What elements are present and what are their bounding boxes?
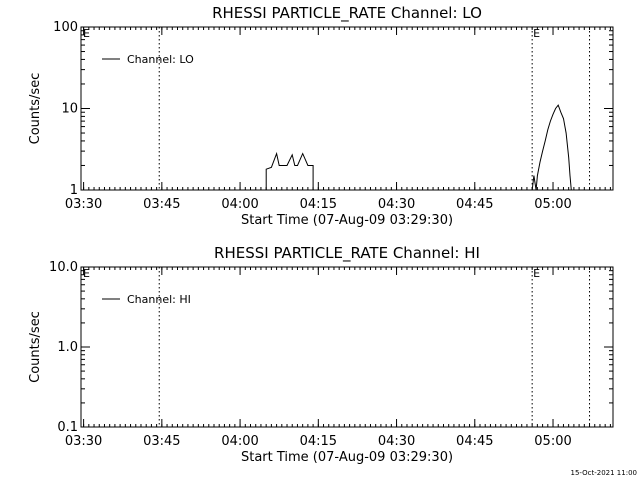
panel-2-x-tick-label: 03:30 [65,434,102,449]
panel-1-y-tick-label: 10 [61,102,78,117]
panel-1-x-tick-label: 03:45 [143,197,180,212]
panel-1-edge-marker-label: E [83,27,90,40]
panel-1-y-axis-label: Counts/sec [28,73,43,145]
panel-1-x-tick-label: 05:00 [534,197,571,212]
panel-1-x-tick-label: 04:45 [456,197,493,212]
panel-1-y-tick-label: 100 [53,20,78,35]
panel-1-x-tick-label: 04:00 [221,197,258,212]
panel-1-title: RHESSI PARTICLE_RATE Channel: LO [212,4,482,23]
panel-2-marker-label: E [533,267,540,280]
panel-2-y-tick-label: 1.0 [57,340,78,355]
panel-1-y-tick-label: 1 [70,183,78,198]
panel-2-y-axis-label: Counts/sec [28,311,43,383]
panel-1-plot-frame [80,26,614,191]
panel-2-y-tick-label: 10.0 [49,260,78,275]
panel-2-x-tick-label: 04:15 [300,434,337,449]
panel-2-x-tick-label: 04:00 [221,434,258,449]
panel-1-x-tick-label: 04:30 [378,197,415,212]
panel-2-x-tick-label: 03:45 [143,434,180,449]
panel-2-plot-frame [80,266,614,428]
panel-2-x-tick-label: 04:45 [456,434,493,449]
panel-2-legend-label: Channel: HI [127,293,191,306]
panel-2-x-tick-label: 04:30 [378,434,415,449]
panel-1-legend-label: Channel: LO [127,53,194,66]
panel-1-marker-label: E [533,27,540,40]
timestamp-label: 15-Oct-2021 11:00 [570,469,637,477]
panel-1-series-line [265,104,572,191]
panel-2-title: RHESSI PARTICLE_RATE Channel: HI [214,244,480,263]
panel-1-x-tick-label: 03:30 [65,197,102,212]
panel-2-edge-marker-label: E [83,267,90,280]
panel-2-y-tick-label: 0.1 [57,420,78,435]
panel-2-x-axis-label: Start Time (07-Aug-09 03:29:30) [241,450,453,465]
panel-2-x-tick-label: 05:00 [534,434,571,449]
panel-1-x-axis-label: Start Time (07-Aug-09 03:29:30) [241,213,453,228]
panel-1-x-tick-label: 04:15 [300,197,337,212]
